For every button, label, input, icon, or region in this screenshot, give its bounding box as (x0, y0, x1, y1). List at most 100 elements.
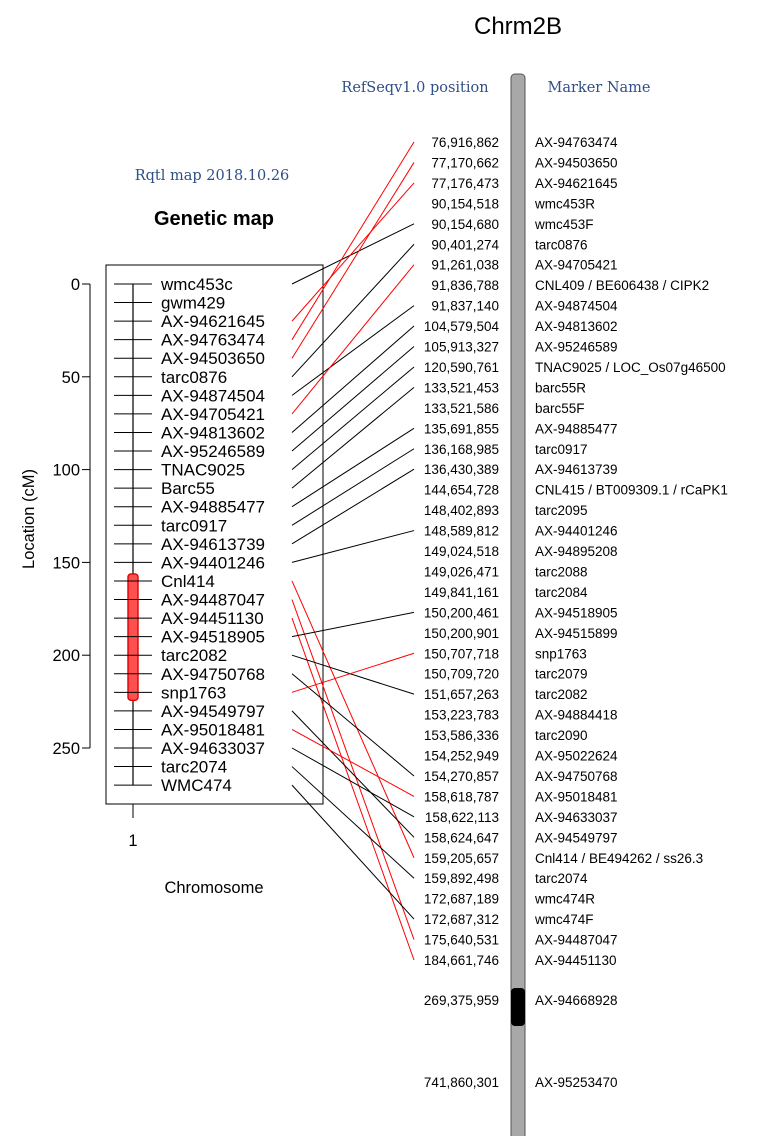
physical-position: 153,586,336 (424, 728, 499, 743)
marker-label: tarc2074 (161, 758, 227, 777)
physical-position: 104,579,504 (424, 319, 500, 334)
marker-label: Cnl414 (161, 572, 215, 591)
marker-connector (291, 654, 415, 695)
physical-marker-name: AX-94518905 (535, 605, 618, 620)
physical-marker-name: AX-94750768 (535, 769, 618, 784)
physical-marker-name: wmc474F (534, 912, 594, 927)
physical-marker-name: AX-94451130 (535, 953, 617, 968)
marker-connector (291, 652, 415, 693)
physical-position: 148,402,893 (424, 503, 499, 518)
marker-label: AX-94763474 (161, 331, 265, 350)
marker-connector (291, 325, 415, 433)
marker-connector (291, 346, 415, 452)
y-tick-label: 150 (52, 554, 80, 572)
y-axis-ticks: 0 50 100 150 200 250 (52, 276, 90, 758)
physical-marker-name: tarc2074 (535, 871, 588, 886)
physical-position: 149,024,518 (424, 544, 499, 559)
physical-position: 154,270,857 (424, 769, 499, 784)
physical-position: 144,654,728 (424, 483, 499, 498)
marker-connector (291, 617, 415, 961)
marker-label: AX-94813602 (161, 423, 265, 442)
physical-marker-name: wmc453R (534, 196, 595, 211)
physical-position: 741,860,301 (424, 1075, 499, 1090)
physical-marker-name: AX-94668928 (535, 993, 618, 1008)
marker-label: TNAC9025 (161, 461, 245, 480)
physical-position: 175,640,531 (424, 933, 499, 948)
marker-connector (291, 448, 415, 526)
marker-connectors (291, 141, 415, 961)
physical-marker-names: AX-94763474 AX-94503650 AX-94621645 wmc453R… (534, 135, 728, 1090)
marker-connector (291, 766, 415, 879)
marker-label: AX-94613739 (161, 535, 265, 554)
marker-label: Barc55 (161, 479, 215, 498)
marker-label: AX-94885477 (161, 498, 265, 517)
physical-position: 90,154,518 (431, 196, 499, 211)
physical-position: 150,707,718 (424, 646, 499, 661)
marker-label: AX-94874504 (161, 386, 265, 405)
marker-connector (291, 305, 415, 396)
marker-labels: wmc453cgwm429AX-94621645AX-94763474AX-94… (160, 275, 265, 795)
physical-position: 158,618,787 (424, 789, 499, 804)
marker-label: AX-94503650 (161, 349, 265, 368)
marker-label: gwm429 (161, 294, 225, 313)
marker-connector (291, 784, 415, 920)
physical-marker-name: AX-94633037 (535, 810, 618, 825)
centromere-block (511, 988, 525, 1026)
marker-label: AX-94633037 (161, 739, 265, 758)
physical-marker-name: AX-94549797 (535, 830, 618, 845)
physical-position: 150,200,901 (424, 626, 499, 641)
physical-position: 269,375,959 (424, 993, 499, 1008)
physical-marker-name: AX-95253470 (535, 1075, 618, 1090)
physical-marker-name: AX-94401246 (535, 524, 618, 539)
physical-marker-name: AX-94705421 (535, 258, 618, 273)
physical-position: 150,200,461 (424, 605, 499, 620)
physical-position: 133,521,453 (424, 380, 499, 395)
marker-label: AX-94621645 (161, 312, 265, 331)
physical-position: 135,691,855 (424, 421, 499, 436)
physical-marker-name: AX-94895208 (535, 544, 618, 559)
physical-position: 77,176,473 (431, 176, 499, 191)
marker-label: AX-95246589 (161, 442, 265, 461)
marker-connector (291, 223, 415, 285)
physical-position: 76,916,862 (431, 135, 499, 150)
physical-marker-name: AX-94874504 (535, 299, 618, 314)
marker-connector (291, 182, 415, 322)
marker-label: AX-95018481 (161, 720, 265, 739)
diagram-title: Chrm2B (474, 13, 562, 40)
marker-connector (291, 729, 415, 797)
physical-marker-name: AX-94885477 (535, 421, 618, 436)
physical-position: 120,590,761 (424, 360, 499, 375)
physical-position: 159,205,657 (424, 851, 499, 866)
physical-marker-name: tarc2084 (535, 585, 588, 600)
marker-connector (291, 747, 415, 818)
y-axis-title: Location (cM) (20, 469, 38, 569)
physical-position: 154,252,949 (424, 749, 499, 764)
marker-ticks (114, 283, 152, 786)
marker-label: AX-94750768 (161, 665, 265, 684)
marker-connector (291, 243, 415, 378)
physical-position: 91,261,038 (431, 258, 499, 273)
marker-connector (291, 580, 415, 858)
physical-position: 136,430,389 (424, 462, 499, 477)
marker-label: AX-94451130 (161, 609, 264, 628)
physical-position: 184,661,746 (424, 953, 499, 968)
physical-marker-name: tarc2090 (535, 728, 588, 743)
physical-marker-name: CNL409 / BE606438 / CIPK2 (535, 278, 709, 293)
marker-connector (291, 599, 415, 940)
physical-position: 148,589,812 (424, 524, 499, 539)
physical-marker-name: AX-95018481 (535, 789, 618, 804)
physical-marker-name: tarc2079 (535, 667, 588, 682)
marker-label: AX-94401246 (161, 553, 265, 572)
physical-position: 158,622,113 (425, 810, 499, 825)
map-version-label: Rqtl map 2018.10.26 (135, 168, 290, 184)
physical-marker-name: snp1763 (535, 646, 587, 661)
marker-connector (291, 673, 415, 777)
physical-marker-name: Cnl414 / BE494262 / ss26.3 (535, 851, 703, 866)
physical-position: 158,624,647 (424, 830, 499, 845)
physical-marker-name: CNL415 / BT009309.1 / rCaPK1 (535, 483, 728, 498)
physical-position: 150,709,720 (424, 667, 499, 682)
y-tick-label: 250 (52, 740, 80, 758)
marker-connector (291, 468, 415, 545)
physical-marker-name: AX-95022624 (535, 749, 618, 764)
